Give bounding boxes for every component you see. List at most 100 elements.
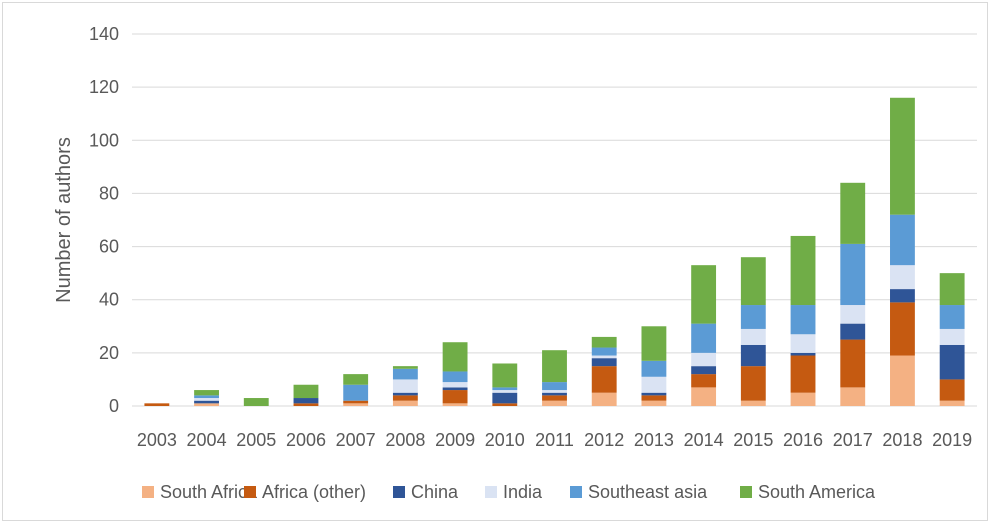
y-tick-label: 140: [89, 24, 119, 44]
bar-segment-south-africa-2004: [194, 403, 219, 406]
bar-segment-southeast-asia-2008: [392, 368, 418, 380]
bar-segment-southeast-asia-2015: [740, 305, 766, 329]
bar-segment-south-america-2012: [591, 336, 617, 348]
legend-item: Africa (other): [244, 482, 366, 502]
bar-segment-south-africa-2008: [392, 400, 418, 406]
bar-segment-southeast-asia-2017: [840, 243, 866, 306]
y-tick-label: 60: [99, 237, 119, 257]
bar-segment-africa-other--2015: [740, 366, 766, 401]
legend-item: Southeast asia: [570, 482, 708, 502]
legend-swatch: [393, 486, 405, 498]
bar-segment-china-2010: [492, 392, 518, 404]
bar-segment-india-2012: [591, 355, 617, 359]
x-tick-label: 2012: [584, 430, 624, 450]
y-tick-label: 80: [99, 183, 119, 203]
bar-segment-africa-other--2008: [392, 395, 418, 401]
bar-segment-india-2015: [740, 328, 766, 345]
legend-item: South America: [740, 482, 876, 502]
x-tick-label: 2019: [932, 430, 972, 450]
bar-segment-africa-other--2016: [790, 355, 816, 393]
legend-label: South America: [758, 482, 876, 502]
bar-segment-south-africa-2009: [442, 403, 468, 406]
legend-item: India: [485, 482, 543, 502]
bar-segment-south-america-2015: [740, 257, 766, 306]
bar-segment-china-2017: [840, 323, 866, 340]
bar-segment-africa-other--2007: [343, 400, 369, 404]
bar-segment-south-africa-2007: [343, 403, 369, 406]
bar-segment-india-2004: [194, 398, 219, 401]
x-tick-label: 2004: [187, 430, 227, 450]
bar-segment-india-2017: [840, 305, 866, 324]
legend-swatch: [142, 486, 154, 498]
bar-segment-south-america-2005: [243, 398, 269, 406]
y-axis-label: Number of authors: [53, 137, 75, 303]
legend-label: Southeast asia: [588, 482, 708, 502]
legend-swatch: [485, 486, 497, 498]
bar-segment-china-2019: [939, 344, 965, 380]
bar-segment-africa-other--2003: [144, 403, 170, 406]
y-tick-label: 20: [99, 343, 119, 363]
bar-segment-china-2008: [392, 392, 418, 396]
bar-segment-china-2011: [542, 392, 567, 396]
x-tick-label: 2005: [236, 430, 276, 450]
x-tick-label: 2016: [783, 430, 823, 450]
bar-segment-china-2014: [691, 366, 717, 375]
gridlines: [132, 33, 977, 407]
x-tick-label: 2003: [137, 430, 177, 450]
x-tick-label: 2010: [485, 430, 525, 450]
bar-segment-south-america-2019: [939, 273, 965, 306]
bar-segment-china-2013: [641, 392, 667, 396]
bar-segment-southeast-asia-2004: [194, 395, 219, 399]
legend-item: China: [393, 482, 459, 502]
bar-segment-africa-other--2013: [641, 395, 667, 401]
bar-segment-africa-other--2014: [691, 374, 717, 388]
y-tick-label: 0: [109, 396, 119, 416]
bar-segment-south-america-2011: [542, 350, 567, 383]
bar-segment-china-2018: [890, 289, 915, 303]
bar-segment-africa-other--2019: [939, 379, 965, 401]
legend: South Africa Africa (other) China India Sout…: [142, 482, 876, 502]
legend-swatch: [740, 486, 752, 498]
bar-segment-india-2011: [542, 390, 567, 393]
y-tick-label: 100: [89, 130, 119, 150]
bar-segment-south-america-2009: [442, 342, 468, 372]
legend-swatch: [570, 486, 582, 498]
x-tick-label: 2013: [634, 430, 674, 450]
bar-segment-africa-other--2009: [442, 390, 468, 404]
legend-label: China: [411, 482, 459, 502]
bar-segment-southeast-asia-2018: [890, 214, 915, 266]
bar-segment-africa-other--2010: [492, 403, 518, 406]
bar-segment-china-2009: [442, 387, 468, 391]
bar-segment-india-2018: [890, 265, 915, 290]
legend-label: Africa (other): [262, 482, 366, 502]
bar-segment-china-2004: [194, 400, 219, 404]
bar-segment-southeast-asia-2010: [492, 387, 518, 391]
x-tick-label: 2014: [684, 430, 724, 450]
bar-segment-india-2016: [790, 334, 816, 353]
bar-segment-india-2010: [492, 390, 518, 393]
bar-segment-china-2015: [740, 344, 766, 367]
legend-item: South Africa: [142, 482, 258, 502]
bar-segment-southeast-asia-2009: [442, 371, 468, 383]
bar-segment-southeast-asia-2007: [343, 384, 369, 401]
bar-segment-south-africa-2014: [691, 387, 717, 406]
bar-segment-south-america-2016: [790, 235, 816, 306]
bar-segment-south-africa-2016: [790, 392, 816, 406]
bar-segment-india-2014: [691, 352, 717, 367]
bar-segment-south-africa-2013: [641, 400, 667, 406]
bar-segment-south-africa-2011: [542, 400, 567, 406]
bar-segment-south-america-2006: [293, 384, 319, 399]
x-tick-label: 2008: [385, 430, 425, 450]
bar-segment-south-america-2014: [691, 265, 717, 324]
bar-segment-india-2019: [939, 328, 965, 345]
bar-segment-india-2009: [442, 382, 468, 388]
bar-segment-south-america-2018: [890, 97, 915, 215]
x-tick-label: 2015: [733, 430, 773, 450]
bar-segment-south-america-2007: [343, 374, 369, 385]
bar-segment-india-2008: [392, 379, 418, 393]
bar-segment-india-2013: [641, 376, 667, 393]
bar-segment-south-america-2008: [392, 366, 418, 369]
legend-label: South Africa: [160, 482, 258, 502]
